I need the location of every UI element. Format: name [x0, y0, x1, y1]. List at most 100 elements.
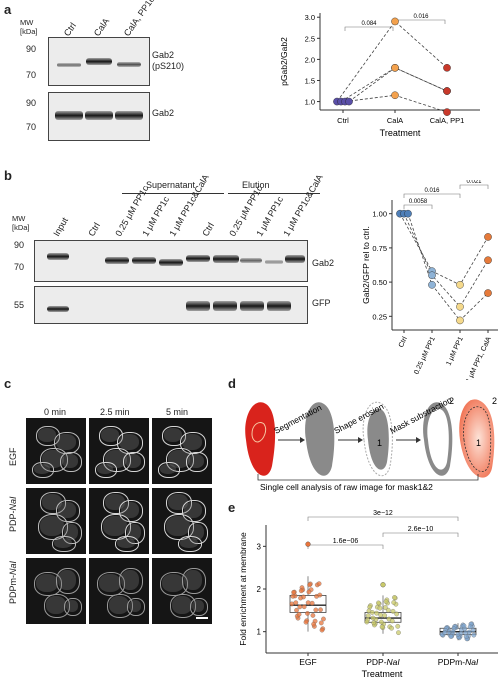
data-point [443, 87, 451, 95]
data-point [428, 271, 436, 280]
cell-membrane [182, 568, 206, 594]
data-point [298, 588, 304, 594]
data-point [391, 91, 399, 100]
data-point [301, 604, 307, 610]
data-point [377, 605, 383, 611]
panel-c-row-label: EGF [8, 447, 18, 466]
band [159, 259, 183, 266]
x-tick-label: PDPm-NaI [438, 657, 479, 667]
data-point [309, 600, 315, 606]
data-point [463, 630, 468, 636]
data-point [456, 281, 464, 289]
data-point [305, 611, 310, 616]
micrograph [152, 418, 212, 484]
mask-number: 1 [476, 438, 481, 448]
panel-b-chart: 0.25 0.50 0.75 1.00 Ctrl 0.25 μM PP1 1 μM PP1 1… [361, 180, 498, 380]
x-tick-label: CalA [387, 116, 403, 125]
band [55, 111, 83, 120]
data-point [367, 604, 373, 610]
band [186, 301, 210, 311]
panel-c-row-label: PDP-NaI [8, 496, 18, 532]
pvalue-label: 0.084 [361, 21, 377, 27]
y-axis-label: Gab2/GFP rel to ctrl. [361, 226, 371, 304]
arrow-head [300, 437, 305, 443]
arrow-head [416, 437, 421, 443]
panel-e-chart: 1 2 3 EGF PDP-NaI PDPm-NaI Fold enrichment at … [238, 510, 498, 679]
y-tick-label: 1.00 [372, 210, 387, 219]
panel-b-mw-tick: 70 [14, 262, 25, 272]
panel-c-time: 0 min [44, 407, 67, 417]
cell-membrane [115, 536, 139, 552]
band [132, 257, 156, 264]
band [47, 306, 69, 312]
panel-b-group-elution: Elution [242, 180, 270, 190]
data-point [428, 281, 436, 289]
pvalue-bracket [403, 193, 461, 198]
data-point [382, 613, 387, 618]
cell-membrane [95, 462, 117, 478]
micrograph [26, 558, 86, 624]
panel-b-lane-label: 1 μM PP1c&CalA [281, 172, 325, 238]
panel-b-lane-label: 1 μM PP1c [140, 194, 172, 238]
data-point [448, 634, 454, 639]
panel-b-mw-tick: 55 [14, 300, 25, 310]
data-point [291, 590, 296, 595]
data-point [389, 625, 394, 631]
panel-d-diagram: 1 2 1 2 Segmentation Shape erosion Mask … [245, 395, 497, 492]
panel-d-caption: Single cell analysis of raw image for ma… [260, 482, 433, 492]
data-point [383, 605, 388, 610]
x-tick-label: Ctrl [398, 335, 409, 348]
data-point [370, 615, 376, 621]
data-point [317, 592, 323, 598]
series-line [403, 213, 489, 308]
y-axis-label: pGab2/Gab2 [279, 37, 289, 86]
panel-b-lane-label: Ctrl [200, 220, 216, 238]
cell-membrane [52, 536, 76, 552]
cell-body [97, 464, 113, 474]
data-point [297, 604, 303, 610]
x-tick-label: 1 μM PP1, CalA [465, 336, 493, 380]
micrograph [152, 558, 212, 624]
x-tick-label: Ctrl [337, 116, 349, 125]
data-point [396, 630, 401, 636]
data-point [379, 619, 384, 625]
band [85, 111, 113, 120]
data-point [394, 611, 400, 617]
data-point [289, 601, 295, 607]
data-point [318, 607, 323, 613]
panel-b-lane-label: 1 μM PP1c [254, 194, 286, 238]
panel-a-mw-tick: 70 [26, 122, 37, 132]
cell-body [34, 464, 50, 474]
band [186, 255, 210, 262]
cell-membrane [119, 568, 143, 594]
pvalue-label: 0.016 [413, 14, 429, 20]
y-tick-label: 3.0 [305, 13, 315, 22]
cell-membrane [119, 500, 143, 522]
panel-a-mw-tick: 90 [26, 98, 37, 108]
data-point [395, 623, 401, 629]
pvalue-label: 0.0058 [409, 199, 428, 205]
x-axis-label: Treatment [362, 669, 403, 679]
panel-a-lane-label: CalA, PP1c [121, 0, 157, 38]
mask-number: 2 [449, 396, 454, 406]
y-tick-label: 0.75 [372, 244, 387, 253]
panel-d-label: d [228, 376, 236, 391]
data-point [305, 600, 311, 606]
x-axis-label: Treatment [380, 128, 421, 138]
pvalue-label: 3e−12 [373, 510, 393, 517]
cell-membrane [56, 500, 80, 522]
panel-c-time: 2.5 min [100, 407, 130, 417]
pvalue-label: 0.021 [466, 180, 482, 185]
cell-membrane [56, 568, 80, 594]
data-point [390, 608, 396, 614]
pvalue-bracket [307, 516, 459, 521]
data-point [345, 97, 353, 106]
segmented-cell-shape [305, 402, 335, 476]
panel-a-mw-tick: 70 [26, 70, 37, 80]
panel-a-label: a [4, 2, 12, 17]
raw-cell-shape [245, 402, 276, 476]
x-tick-label: 1 μM PP1 [445, 336, 464, 367]
data-point [374, 610, 379, 616]
band [57, 63, 81, 67]
cell-membrane [123, 452, 145, 472]
